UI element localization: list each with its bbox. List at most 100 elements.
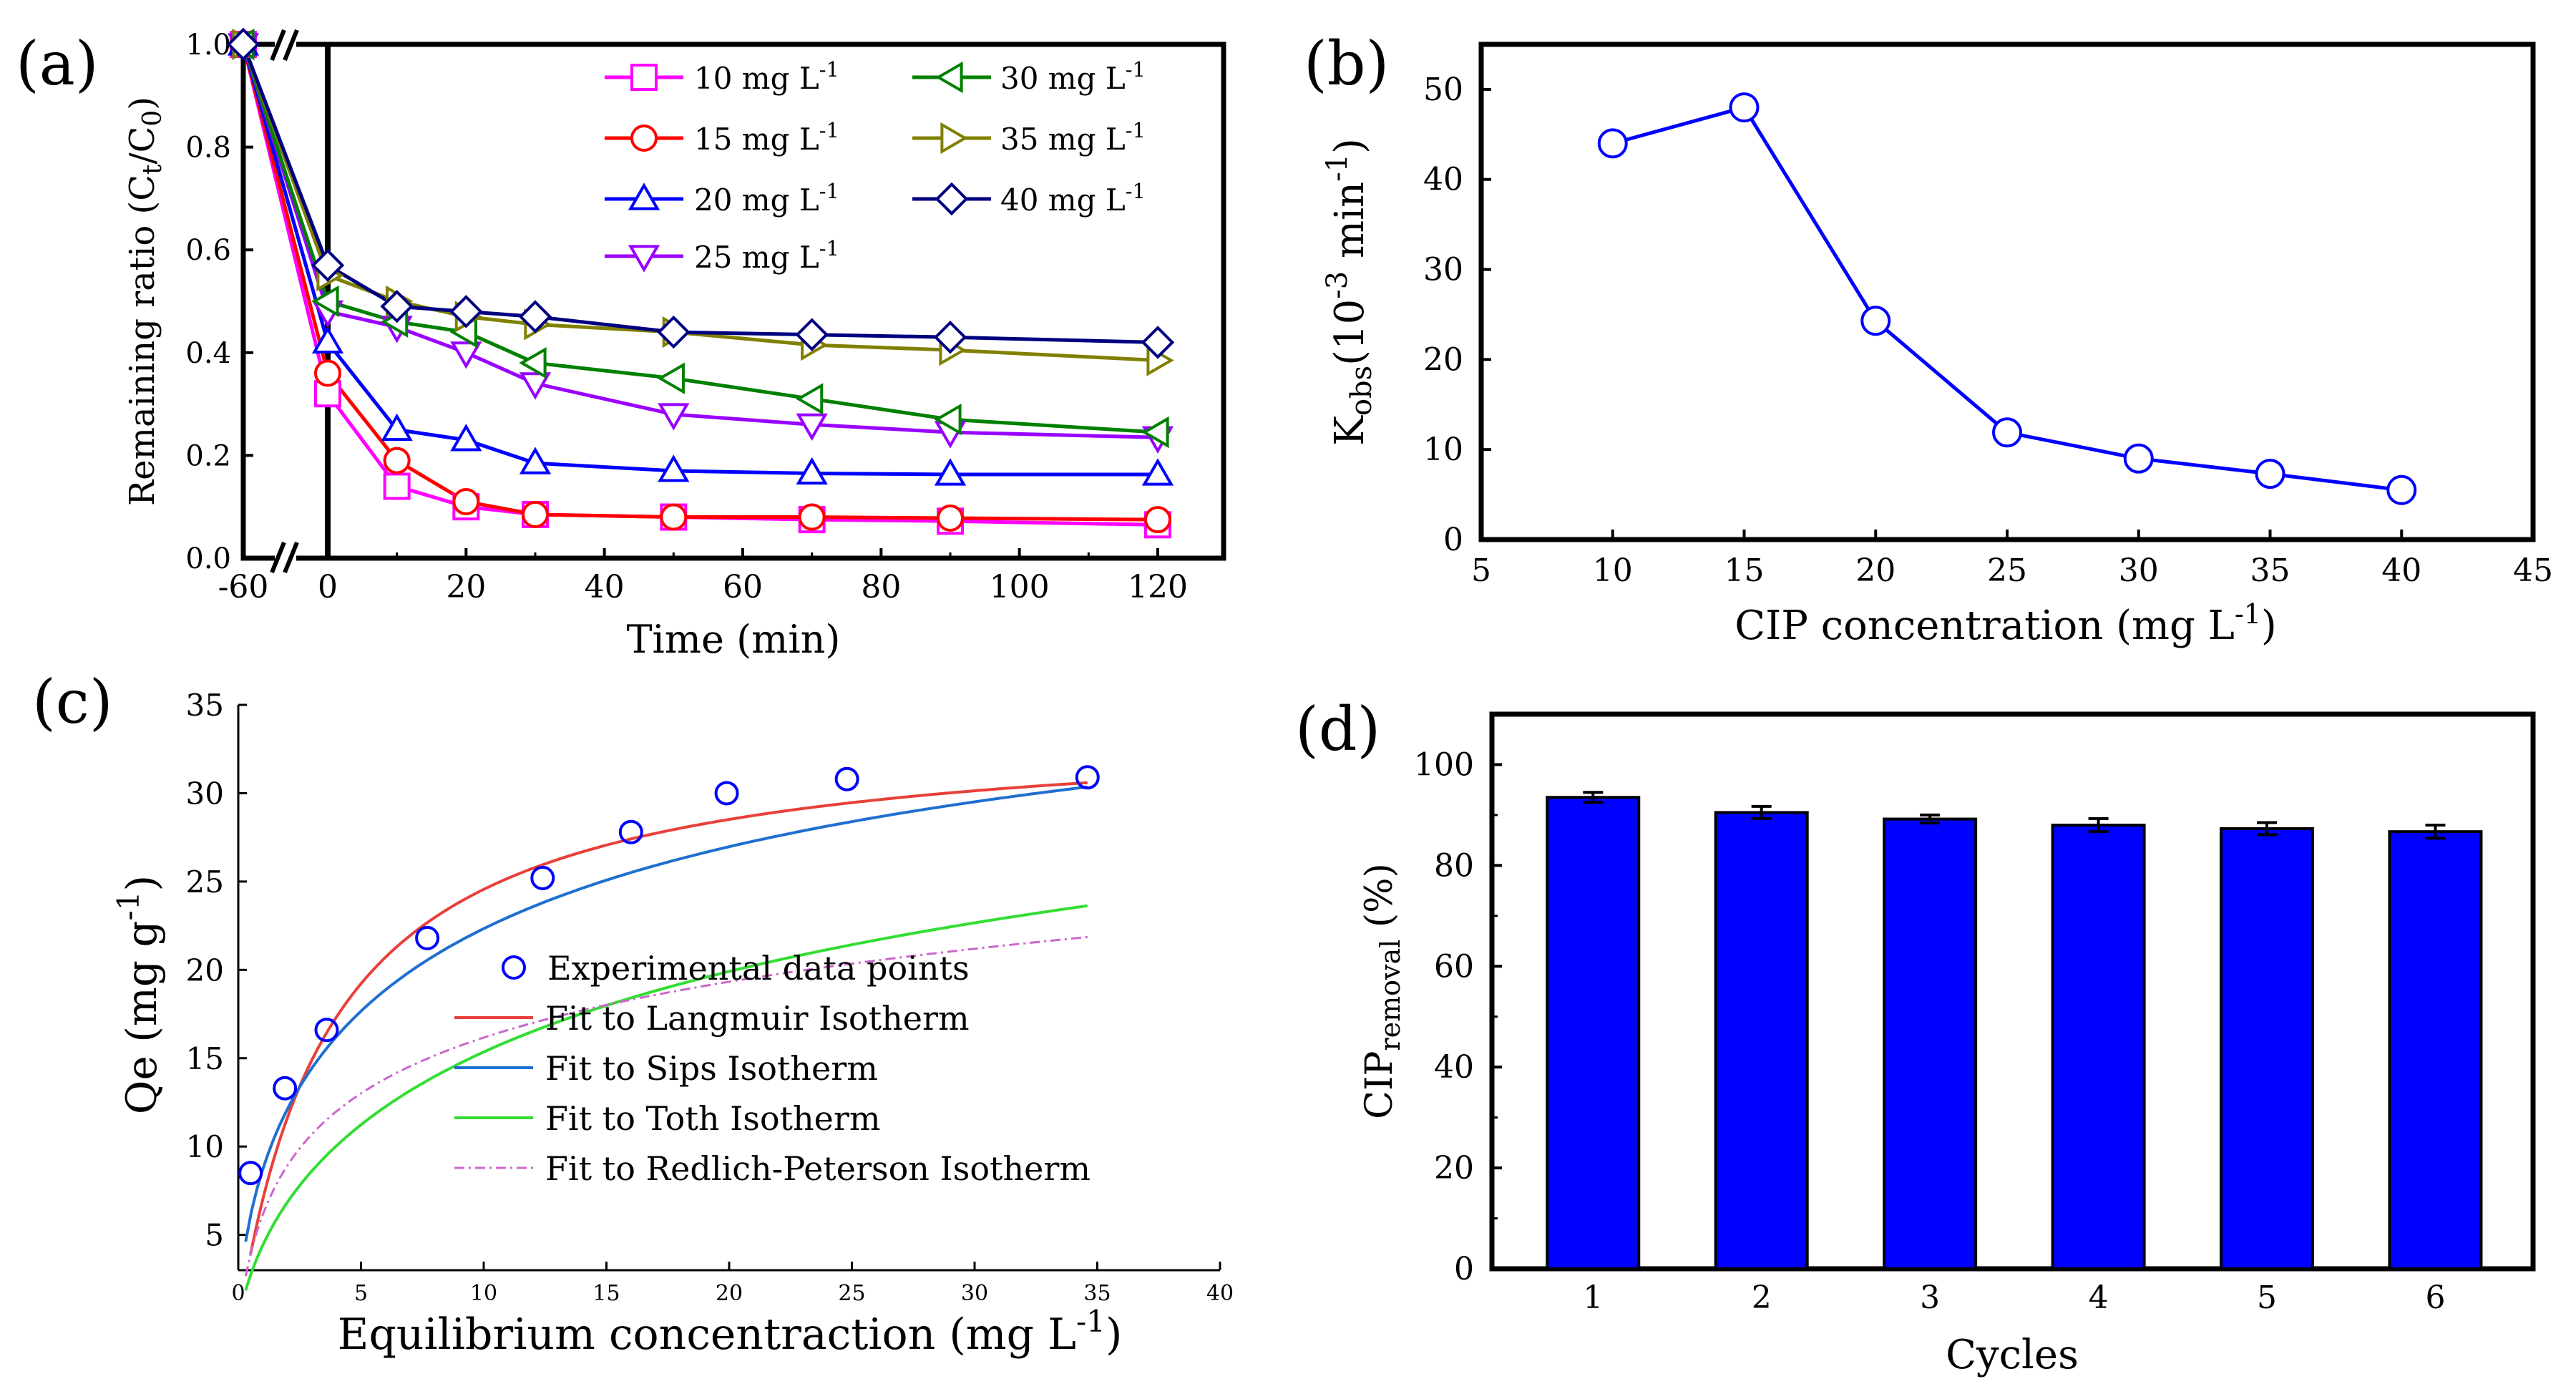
panel-a-marker-7 xyxy=(1141,326,1175,359)
panel-d-x-axis-title: Cycles xyxy=(1946,1332,2079,1378)
panel-a-marker-5 xyxy=(1141,416,1169,449)
panel-a-legend-marker-5 xyxy=(935,61,963,94)
panel-a-legend-label-5: 30 mg L-1 xyxy=(1000,57,1146,96)
panel-c-x-tick-label: 35 xyxy=(1083,1281,1111,1306)
panel-b-x-tick-label: 20 xyxy=(1855,552,1896,589)
panel-a-marker-3 xyxy=(1141,458,1174,486)
panel-b-ticks: 5 10 15 20 25 30 35 40 45 0 10 20 30 40 50 xyxy=(1423,72,2553,589)
panel-a-marker-7 xyxy=(380,289,414,323)
panel-c-fit-curve-langmuir xyxy=(249,781,1088,1254)
panel-b-plot-frame xyxy=(1478,42,2536,542)
panel-b-x-tick-label: 15 xyxy=(1724,552,1765,589)
panel-c-y-tick-label: 35 xyxy=(186,688,224,723)
panel-d-x-tick-label: 1 xyxy=(1583,1280,1603,1316)
panel-d-bar-1 xyxy=(1546,796,1641,1270)
panel-a-legend-marker-2 xyxy=(630,125,658,152)
panel-a-legend-marker-7 xyxy=(935,182,969,216)
panel-c-label: (c) xyxy=(32,667,113,737)
panel-c-data-point xyxy=(415,925,440,950)
panel-c-x-tick-label: 10 xyxy=(470,1281,497,1306)
panel-c-data-point xyxy=(714,781,739,806)
panel-a-axis-break-mark xyxy=(270,29,299,574)
panel-c-data-point xyxy=(273,1076,298,1101)
panel-a-x-tick-label: 60 xyxy=(723,569,763,605)
panel-d-y-tick-label: 0 xyxy=(1454,1251,1474,1287)
panel-b-marker xyxy=(1992,417,2022,448)
panel-a-marker-3 xyxy=(519,447,552,474)
panel-a-marker-4 xyxy=(796,413,828,442)
panel-a-y-tick-label: 0.6 xyxy=(185,234,231,267)
panel-b-marker xyxy=(2123,443,2154,474)
panel-a-marker-3 xyxy=(658,454,690,482)
panel-a-marker-4 xyxy=(450,341,482,369)
panel-a-x-tick-label: 120 xyxy=(1128,569,1188,605)
panel-a-marker-7 xyxy=(518,300,552,333)
panel-a-break-slash xyxy=(283,29,299,62)
panel-d-x-tick-label: 5 xyxy=(2257,1280,2277,1316)
panel-d-y-tick-label: 100 xyxy=(1414,746,1474,783)
panel-a-y-tick-label: 1.0 xyxy=(185,29,231,62)
panel-c-fit-curve-toth xyxy=(244,904,1088,1291)
panel-a-y-tick-label: 0.0 xyxy=(185,542,231,575)
panel-a-legend-label-2: 15 mg L-1 xyxy=(694,118,839,157)
panel-c-legend-marker xyxy=(502,955,526,980)
panel-a-break-slash xyxy=(283,541,299,574)
panel-a-marker-5 xyxy=(311,285,339,318)
panel-c-y-tick-label: 20 xyxy=(186,952,224,988)
panel-b-marker xyxy=(1860,306,1891,336)
panel-a-legend: 10 mg L-1 15 mg L-1 20 mg L-1 25 mg L-1 30 m… xyxy=(605,57,1146,275)
panel-a-break-slash xyxy=(270,541,286,574)
panel-c-legend: Experimental data points Fit to Langmuir … xyxy=(454,949,1091,1188)
panel-c-legend-label-langmuir: Fit to Langmuir Isotherm xyxy=(545,999,970,1038)
panel-a: (a) -60 0 20 40 60 80 100 120 0.0 0.2 0.4 0.6 0.8 1.0… xyxy=(16,27,1226,662)
panel-c-x-tick-label: 25 xyxy=(838,1281,865,1306)
panel-a-series-line-2 xyxy=(241,44,1158,522)
panel-a-legend-marker-1 xyxy=(630,64,658,91)
panel-b-y-tick-label: 10 xyxy=(1423,432,1463,468)
panel-a-series-line-5 xyxy=(241,44,1158,434)
panel-a-marker-2 xyxy=(798,503,826,531)
panel-a-y-axis-title: Remaining ratio (Ct/C0) xyxy=(122,97,167,506)
panel-a-break-slash xyxy=(270,29,286,62)
panel-b-x-axis-title: CIP concentration (mg L-1) xyxy=(1735,598,2277,649)
panel-a-marker-3 xyxy=(796,457,828,485)
panel-b-y-tick-label: 40 xyxy=(1423,162,1463,198)
panel-a-y-tick-label: 0.4 xyxy=(185,337,231,370)
panel-a-marker-2 xyxy=(660,503,688,531)
panel-a-marker-2 xyxy=(314,359,341,387)
panel-a-marker-3 xyxy=(450,424,482,452)
panel-a-marker-2 xyxy=(383,447,411,474)
panel-b-y-tick-label: 30 xyxy=(1423,252,1463,288)
panel-c-data-points xyxy=(238,765,1100,1186)
panel-a-marker-7 xyxy=(657,315,691,349)
panel-d-ticks: 0 20 40 60 80 100 1 2 3 4 5 6 xyxy=(1414,746,2445,1316)
panel-b-marker xyxy=(2386,474,2417,505)
panel-b-y-tick-label: 20 xyxy=(1423,341,1463,378)
panel-c-y-tick-label: 15 xyxy=(186,1041,224,1076)
panel-a-y-tick-label: 0.8 xyxy=(185,132,231,165)
panel-d-bar-5 xyxy=(2220,827,2315,1270)
panel-a-plot-frame xyxy=(240,42,1226,561)
panel-b-x-tick-label: 45 xyxy=(2513,552,2553,589)
panel-a-marker-5 xyxy=(795,383,824,415)
panel-b: (b) 5 10 15 20 25 30 35 40 45 0 10 20 30 40 50 CIP con… xyxy=(1304,29,2553,649)
panel-a-marker-5 xyxy=(519,346,547,379)
panel-d: (d) 0 20 40 60 80 100 1 2 3 4 5 6 Cycles CIPremoval… xyxy=(1295,694,2536,1378)
panel-a-x-tick-label: 80 xyxy=(861,569,901,605)
panel-d-plot-frame xyxy=(1489,711,2536,1272)
panel-b-x-tick-label: 10 xyxy=(1593,552,1633,589)
panel-d-y-tick-label: 20 xyxy=(1434,1150,1474,1186)
panel-a-marker-5 xyxy=(934,403,962,436)
panel-c-x-tick-label: 30 xyxy=(961,1281,988,1306)
panel-c-y-tick-label: 10 xyxy=(186,1129,224,1164)
panel-d-bar-2 xyxy=(1714,811,1809,1270)
panel-a-x-tick-label: 100 xyxy=(990,569,1050,605)
panel-a-marker-7 xyxy=(933,321,967,354)
panel-c-y-tick-label: 30 xyxy=(186,776,224,811)
panel-c-fit-curve-sips xyxy=(244,785,1088,1242)
panel-b-y-axis-title: Kobs(10-3 min-1) xyxy=(1321,138,1378,446)
panel-d-x-tick-label: 3 xyxy=(1920,1280,1940,1316)
panel-a-marker-4 xyxy=(658,403,690,431)
panel-a-series-markers xyxy=(226,27,1175,539)
panel-a-legend-label-7: 40 mg L-1 xyxy=(1000,179,1146,218)
